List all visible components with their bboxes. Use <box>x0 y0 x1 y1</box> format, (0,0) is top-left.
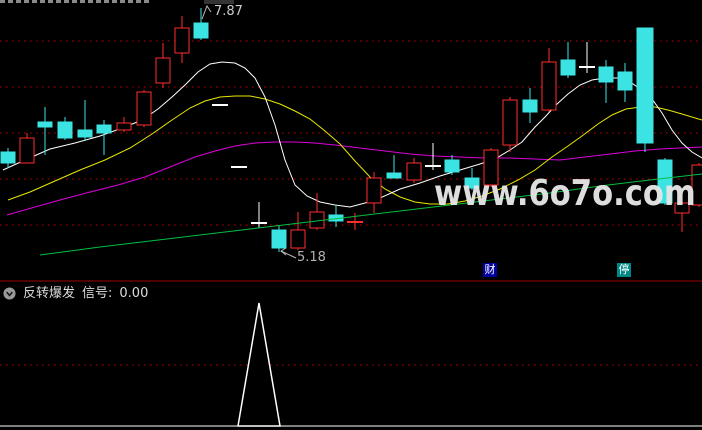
indicator-panel-header: 反转爆发 信号: 0.00 <box>3 287 148 300</box>
indicator-signal-value: 0.00 <box>119 286 149 301</box>
site-watermark: www.6o7o.com <box>434 173 696 214</box>
high-price-label: 7.87 <box>214 4 243 19</box>
clipped-top-text-fragments <box>0 0 152 3</box>
low-price-label: 5.18 <box>297 250 326 265</box>
clipped-top-text-fragment-2 <box>204 0 234 4</box>
trading-halt-tag[interactable]: 停 <box>617 263 631 277</box>
indicator-name[interactable]: 反转爆发 <box>23 286 76 301</box>
finance-info-tag[interactable]: 财 <box>483 263 497 277</box>
indicator-signal-label: 信号: <box>82 286 113 301</box>
chevron-down-circle-icon[interactable] <box>3 287 16 300</box>
